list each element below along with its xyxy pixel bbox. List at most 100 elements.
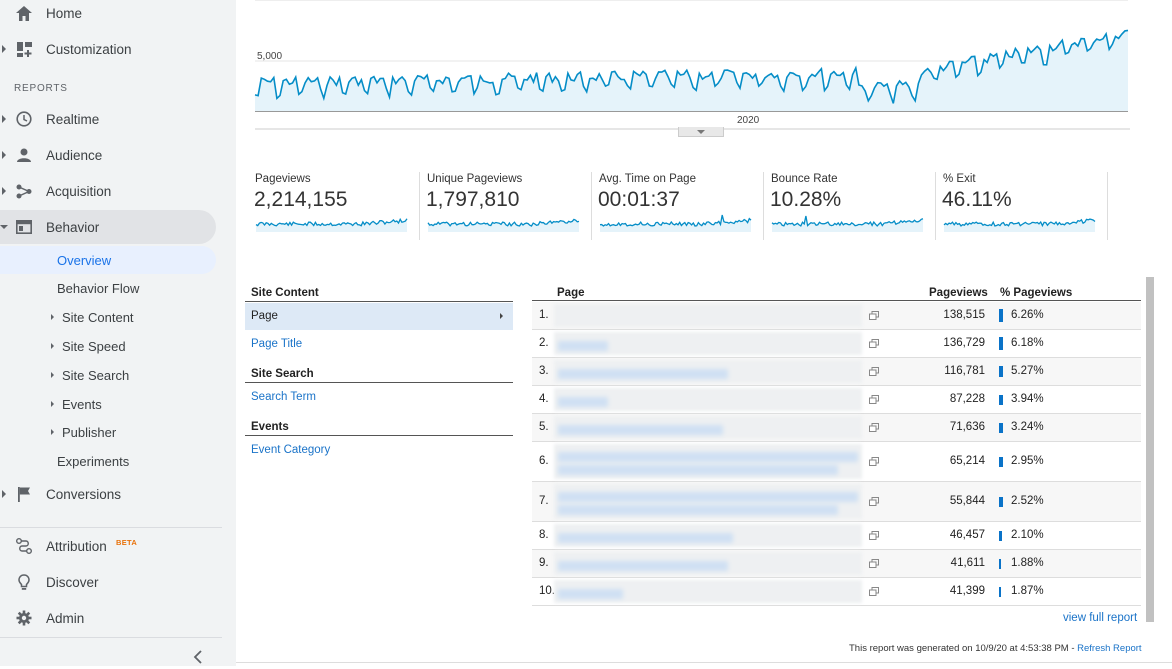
row-index: 1. xyxy=(539,309,549,321)
open-link-icon[interactable] xyxy=(869,531,879,540)
table-row[interactable]: 1. 138,515 6.26% xyxy=(532,302,1141,330)
page-url-text[interactable] xyxy=(558,492,858,502)
nav-conversions[interactable]: Conversions xyxy=(0,477,216,511)
nav-publisher[interactable]: Publisher xyxy=(0,418,216,446)
row-pct-pageviews: 1.88% xyxy=(1011,557,1044,569)
page-url-redacted[interactable] xyxy=(554,304,862,327)
open-link-icon[interactable] xyxy=(869,559,879,568)
page-url-text[interactable] xyxy=(558,425,723,435)
page-url-redacted[interactable] xyxy=(554,360,862,383)
metric-value: 10.28% xyxy=(770,188,842,211)
page-url-redacted[interactable] xyxy=(554,524,862,547)
open-link-icon[interactable] xyxy=(869,339,879,348)
nav-realtime[interactable]: Realtime xyxy=(0,102,216,136)
page-url-redacted[interactable] xyxy=(554,388,862,411)
nav-behavior[interactable]: Behavior xyxy=(0,210,216,244)
nav-discover[interactable]: Discover xyxy=(0,565,216,599)
page-url-redacted[interactable] xyxy=(554,332,862,355)
metric-label: Pageviews xyxy=(255,173,311,185)
table-row[interactable]: 6. 65,214 2.95% xyxy=(532,442,1141,482)
nav-behavior-overview[interactable]: Overview xyxy=(0,246,216,274)
table-row[interactable]: 9. 41,611 1.88% xyxy=(532,550,1141,578)
metric-divider xyxy=(591,172,592,240)
page-url-text[interactable] xyxy=(558,561,728,571)
metric-bounce-rate[interactable]: Bounce Rate 10.28% xyxy=(766,172,936,240)
chart-area-fill xyxy=(255,30,1128,111)
nav-attribution[interactable]: Attribution xyxy=(0,529,216,563)
row-index: 6. xyxy=(539,455,549,467)
table-row[interactable]: 5. 71,636 3.24% xyxy=(532,414,1141,442)
table-row[interactable]: 7. 55,844 2.52% xyxy=(532,482,1141,522)
chevron-left-icon[interactable] xyxy=(193,648,203,669)
row-pageviews: 65,214 xyxy=(949,455,985,467)
dimension-page-selected[interactable]: Page xyxy=(245,303,513,330)
expand-caret-icon xyxy=(51,342,54,349)
refresh-report-link[interactable]: Refresh Report xyxy=(1077,643,1142,654)
table-row[interactable]: 2. 136,729 6.18% xyxy=(532,330,1141,358)
table-row[interactable]: 8. 46,457 2.10% xyxy=(532,522,1141,550)
table-row[interactable]: 10. 41,399 1.87% xyxy=(532,578,1141,606)
metric-unique-pageviews[interactable]: Unique Pageviews 1,797,810 xyxy=(422,172,592,240)
report-footer: This report was generated on 10/9/20 at … xyxy=(849,643,1142,654)
nav-site-content[interactable]: Site Content xyxy=(0,303,216,331)
page-url-text[interactable] xyxy=(558,533,733,543)
dimension-search-term-link[interactable]: Search Term xyxy=(251,391,316,403)
page-url-text[interactable] xyxy=(558,341,608,351)
metric-label: Unique Pageviews xyxy=(427,173,523,185)
metric-exit-rate[interactable]: % Exit 46.11% xyxy=(938,172,1108,240)
page-url-text[interactable] xyxy=(558,465,838,475)
nav-customization[interactable]: Customization xyxy=(0,32,216,66)
pct-bar xyxy=(999,423,1003,433)
open-link-icon[interactable] xyxy=(869,457,879,466)
nav-site-search[interactable]: Site Search xyxy=(0,361,216,389)
open-link-icon[interactable] xyxy=(869,497,879,506)
pct-bar xyxy=(999,366,1003,377)
nav-experiments[interactable]: Experiments xyxy=(0,447,216,475)
scrollbar[interactable] xyxy=(1146,277,1154,622)
page-url-text[interactable] xyxy=(558,452,858,462)
open-link-icon[interactable] xyxy=(869,423,879,432)
page-url-text[interactable] xyxy=(558,397,608,407)
row-index: 5. xyxy=(539,421,549,433)
page-url-text[interactable] xyxy=(558,505,838,515)
page-url-redacted[interactable] xyxy=(554,444,862,479)
chart-collapse-toggle[interactable] xyxy=(678,127,724,137)
page-url-redacted[interactable] xyxy=(554,552,862,575)
dimension-event-category-link[interactable]: Event Category xyxy=(251,444,331,456)
nav-audience-label: Audience xyxy=(46,147,103,163)
metric-pageviews[interactable]: Pageviews 2,214,155 xyxy=(250,172,420,240)
row-pct-pageviews: 5.27% xyxy=(1011,365,1044,377)
page-url-text[interactable] xyxy=(558,589,623,599)
attribution-icon xyxy=(15,537,33,555)
nav-behavior-flow[interactable]: Behavior Flow xyxy=(0,274,216,302)
metric-divider xyxy=(1107,172,1108,240)
nav-admin[interactable]: Admin xyxy=(0,601,216,635)
metric-avg-time-on-page[interactable]: Avg. Time on Page 00:01:37 xyxy=(594,172,764,240)
collapse-caret-icon xyxy=(0,225,8,229)
nav-events[interactable]: Events xyxy=(0,390,216,418)
page-url-redacted[interactable] xyxy=(554,416,862,439)
pct-bar xyxy=(999,531,1002,541)
chart-series-line xyxy=(254,29,1129,104)
dimension-page-title-link[interactable]: Page Title xyxy=(251,338,303,350)
site-search-header: Site Search xyxy=(245,368,513,383)
open-link-icon[interactable] xyxy=(869,587,879,596)
table-row[interactable]: 4. 87,228 3.94% xyxy=(532,386,1141,414)
page-url-text[interactable] xyxy=(558,369,728,379)
view-full-report-link[interactable]: view full report xyxy=(1063,612,1138,624)
table-row[interactable]: 3. 116,781 5.27% xyxy=(532,358,1141,386)
nav-acquisition[interactable]: Acquisition xyxy=(0,174,216,208)
open-link-icon[interactable] xyxy=(869,395,879,404)
nav-site-speed[interactable]: Site Speed xyxy=(0,332,216,360)
expand-caret-icon xyxy=(51,371,54,378)
expand-caret-icon xyxy=(2,115,6,123)
page-url-redacted[interactable] xyxy=(554,580,862,603)
row-pageviews: 136,729 xyxy=(943,337,985,349)
open-link-icon[interactable] xyxy=(869,311,879,320)
expand-caret-icon xyxy=(2,45,6,53)
open-link-icon[interactable] xyxy=(869,367,879,376)
nav-home[interactable]: Home xyxy=(0,0,216,30)
row-pageviews: 41,611 xyxy=(950,557,985,569)
page-url-redacted[interactable] xyxy=(554,484,862,519)
nav-audience[interactable]: Audience xyxy=(0,138,216,172)
